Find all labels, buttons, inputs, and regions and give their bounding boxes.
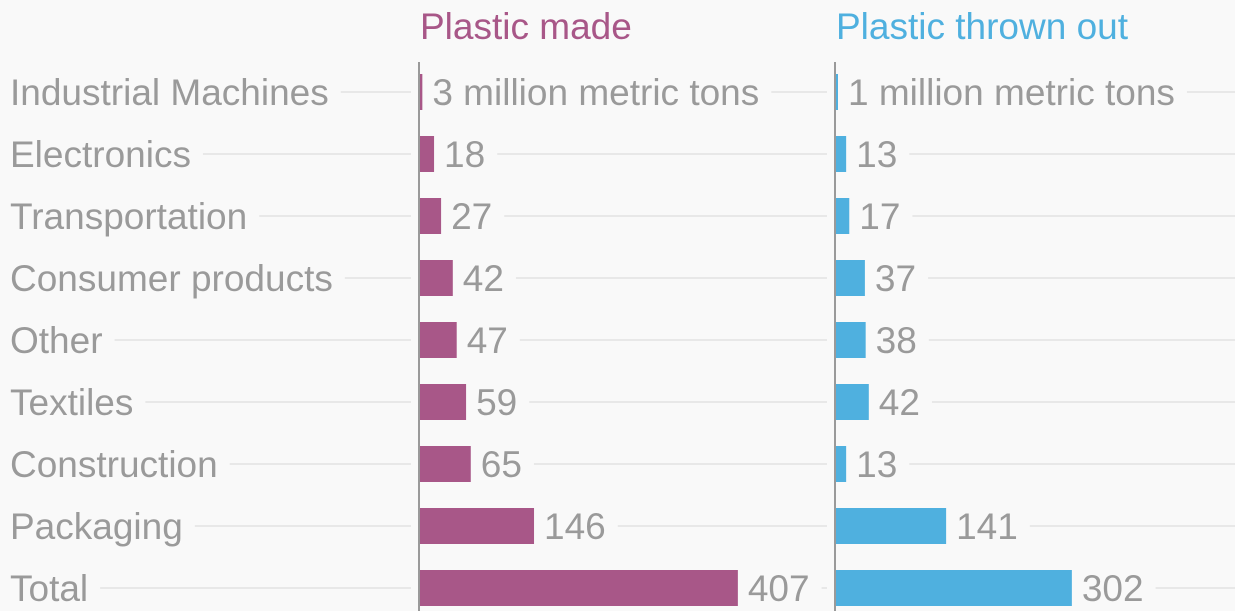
- category-label: Textiles: [10, 382, 133, 423]
- value-label: 59: [476, 382, 517, 423]
- bar-0: [420, 446, 471, 482]
- bar-1: [836, 198, 850, 234]
- category-label: Industrial Machines: [10, 72, 329, 113]
- bar-0: [420, 570, 738, 606]
- value-label: 17: [859, 196, 900, 237]
- bar-0: [420, 198, 442, 234]
- bar-1: [836, 260, 865, 296]
- category-label: Construction: [10, 444, 218, 485]
- category-label: Transportation: [10, 196, 247, 237]
- bar-1: [836, 508, 947, 544]
- value-label: 141: [956, 506, 1018, 547]
- bar-1: [836, 74, 838, 110]
- value-label: 1 million metric tons: [848, 72, 1175, 113]
- value-label: 407: [748, 568, 810, 609]
- value-label: 13: [856, 444, 897, 485]
- series-header-1: Plastic thrown out: [836, 6, 1129, 47]
- value-label: 38: [876, 320, 917, 361]
- category-label: Other: [10, 320, 103, 361]
- value-label: 47: [467, 320, 508, 361]
- bar-1: [836, 322, 866, 358]
- value-label: 18: [444, 134, 485, 175]
- bar-0: [420, 260, 453, 296]
- bar-1: [836, 446, 847, 482]
- category-label: Electronics: [10, 134, 191, 175]
- category-label: Packaging: [10, 506, 183, 547]
- bar-1: [836, 136, 847, 172]
- value-label: 146: [544, 506, 606, 547]
- value-label: 65: [481, 444, 522, 485]
- bar-0: [420, 508, 535, 544]
- value-label: 42: [463, 258, 504, 299]
- bar-0: [420, 136, 435, 172]
- value-label: 13: [856, 134, 897, 175]
- series-header-0: Plastic made: [420, 6, 632, 47]
- category-label: Total: [10, 568, 88, 609]
- value-label: 27: [451, 196, 492, 237]
- bar-0: [420, 322, 457, 358]
- bar-1: [836, 570, 1072, 606]
- value-label: 3 million metric tons: [432, 72, 759, 113]
- bar-0: [420, 74, 423, 110]
- category-label: Consumer products: [10, 258, 333, 299]
- value-label: 37: [875, 258, 916, 299]
- grid: [100, 91, 1235, 589]
- value-label: 302: [1082, 568, 1144, 609]
- bar-0: [420, 384, 467, 420]
- bar-1: [836, 384, 869, 420]
- value-label: 42: [879, 382, 920, 423]
